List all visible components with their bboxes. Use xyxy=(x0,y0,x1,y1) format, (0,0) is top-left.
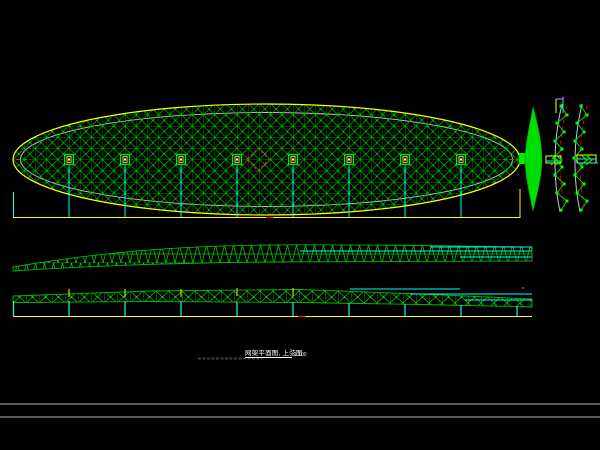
plan-column-lines xyxy=(13,165,462,217)
support-marker xyxy=(455,153,467,166)
profile-mid-support xyxy=(519,153,527,164)
section-a-top-plate xyxy=(555,96,565,113)
elevation-lower-columns xyxy=(12,301,518,316)
cross-section-b xyxy=(572,103,598,213)
sheet-border xyxy=(0,403,600,418)
support-marker xyxy=(287,153,299,166)
elevation-upper-web xyxy=(12,244,533,272)
elevation-upper xyxy=(12,244,533,272)
elevation-upper-cyan-chords xyxy=(300,246,532,258)
plan-center-diamond xyxy=(246,147,270,172)
support-marker xyxy=(175,153,187,166)
support-marker xyxy=(63,153,75,166)
support-marker xyxy=(343,153,355,166)
drawing-title: 网架平面图, 上弦图 xyxy=(245,348,303,357)
elevation-lower xyxy=(12,287,533,318)
magenta-node-dot xyxy=(561,96,565,100)
section-b-mid-bracket xyxy=(576,154,598,166)
side-profile-view xyxy=(519,106,543,212)
support-marker xyxy=(399,153,411,166)
magenta-node-dot xyxy=(522,287,524,289)
cross-section-a xyxy=(545,96,569,213)
support-marker xyxy=(119,153,131,166)
elevation-lower-truss xyxy=(12,289,533,308)
section-b-web xyxy=(572,104,589,212)
section-b-center-axis xyxy=(579,105,588,211)
plan-view xyxy=(12,103,521,219)
support-marker xyxy=(231,153,243,166)
profile-solid-lens xyxy=(524,106,543,212)
elevation-lower-support-pads xyxy=(68,288,294,297)
plan-grid xyxy=(13,104,520,215)
section-a-mid-bracket xyxy=(545,154,563,166)
elevation-lower-cyan-chords xyxy=(350,288,532,301)
drawing-scale: 1:100 xyxy=(294,352,307,358)
title-block: 网架平面图, 上弦图 1:100 xyxy=(198,348,307,360)
